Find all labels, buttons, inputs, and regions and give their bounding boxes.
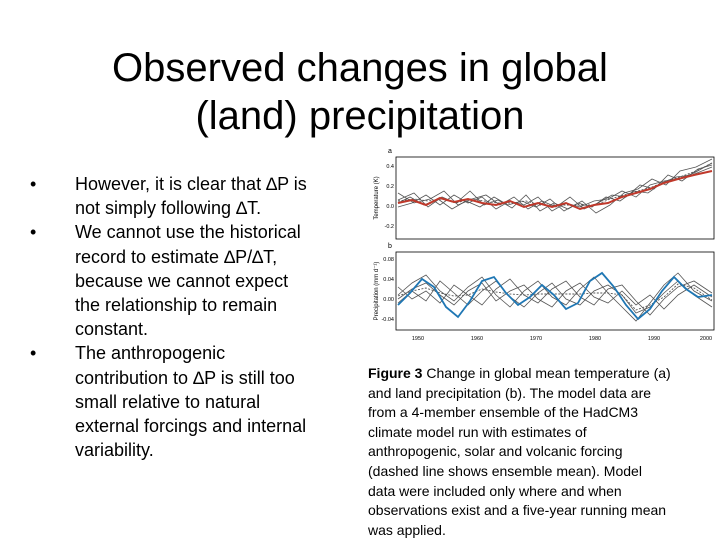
caption-line: and land precipitation (b). The model da…: [368, 384, 652, 401]
slide-title-line: (land) precipitation: [195, 94, 525, 138]
caption-line: climate model run with estimates of: [368, 423, 587, 440]
bullet-line: external forcings and internal: [75, 416, 307, 437]
x-tick-label: 1990: [648, 336, 660, 342]
bullet-item: • We cannot use the historical record to…: [28, 220, 348, 341]
bullet-marker: •: [30, 174, 37, 194]
slide-title: Observed changes in global (land) precip…: [40, 44, 680, 140]
panel-a-ytick: 0.2: [386, 184, 394, 190]
caption-line: anthropogenic, solar and volcanic forcin…: [368, 443, 623, 460]
panel-b-letter: b: [388, 243, 392, 250]
figure-caption: Figure 3 Change in global mean temperatu…: [368, 364, 713, 540]
panel-b-ytick: 0.08: [383, 257, 394, 263]
panel-a-model-lines: [397, 158, 713, 214]
x-tick-label: 1950: [412, 336, 424, 342]
panel-b-ylabel: Precipitation (mm d⁻¹): [374, 262, 380, 321]
bullet-line: contribution to ∆P is still too: [75, 367, 295, 388]
panel-b-model-lines: [397, 272, 713, 322]
slide-title-line: Observed changes in global: [112, 46, 608, 90]
panel-b-ytick: -0.04: [381, 317, 394, 323]
observed-temperature-line: [397, 170, 713, 211]
bullet-line: not simply following ∆T.: [75, 198, 262, 219]
panel-a-frame: [395, 156, 715, 240]
bullet-list: • However, it is clear that ∆P is not si…: [28, 172, 348, 462]
caption-line: was applied.: [368, 521, 446, 538]
bullet-line: However, it is clear that ∆P is: [75, 174, 307, 194]
panel-a-ylabel: Temperature (K): [374, 176, 380, 219]
bullet-line: variability.: [75, 440, 154, 461]
caption-text: Change in global mean temperature (a): [422, 365, 671, 381]
x-tick-label: 1970: [530, 336, 542, 342]
bullet-line: constant.: [75, 319, 149, 340]
caption-line: data were included only where and when: [368, 482, 622, 499]
caption-line: observations exist and a five-year runni…: [368, 502, 667, 519]
observed-precipitation-line: [397, 271, 713, 321]
model-line: [397, 278, 713, 316]
panel-b-ytick: 0.00: [383, 297, 394, 303]
x-tick-label: 2000: [700, 336, 712, 342]
panel-a-ytick: 0.0: [386, 204, 394, 210]
model-line: [397, 272, 713, 322]
bullet-line: small relative to natural: [75, 391, 261, 412]
bullet-line: the relationship to remain: [75, 295, 278, 316]
bullet-line: record to estimate ∆P/∆T,: [75, 246, 278, 267]
figure-svg: a Temperature (K) 0.4 0.2 0.0 -0.2 b Pre…: [374, 148, 715, 342]
bullet-marker: •: [30, 343, 37, 364]
bullet-item: • However, it is clear that ∆P is not si…: [28, 172, 348, 220]
x-tick-label: 1980: [589, 336, 601, 342]
caption-line: (dashed line shows ensemble mean). Model: [368, 462, 642, 479]
x-tick-label: 1960: [471, 336, 483, 342]
panel-a-ytick: -0.2: [385, 224, 394, 230]
caption-line: from a 4-member ensemble of the HadCM3: [368, 404, 638, 421]
model-line: [397, 166, 713, 212]
bullet-marker: •: [30, 222, 37, 243]
model-line: [397, 164, 713, 210]
panel-b-ytick: 0.04: [383, 277, 394, 283]
caption-label: Figure 3: [368, 365, 423, 381]
figure-image: a Temperature (K) 0.4 0.2 0.0 -0.2 b Pre…: [364, 145, 720, 345]
model-line: [397, 158, 713, 214]
bullet-item: • The anthropogenic contribution to ∆P i…: [28, 341, 348, 462]
bullet-line: We cannot use the historical: [75, 222, 301, 243]
caption-line: Figure 3 Change in global mean temperatu…: [368, 364, 713, 384]
model-line: [397, 162, 713, 212]
model-line: [397, 282, 713, 310]
bullet-line: because we cannot expect: [75, 270, 289, 291]
panel-a-ytick: 0.4: [386, 164, 394, 170]
panel-b-frame: [395, 251, 715, 331]
panel-a-letter: a: [388, 148, 392, 155]
bullet-line: The anthropogenic: [75, 343, 226, 364]
